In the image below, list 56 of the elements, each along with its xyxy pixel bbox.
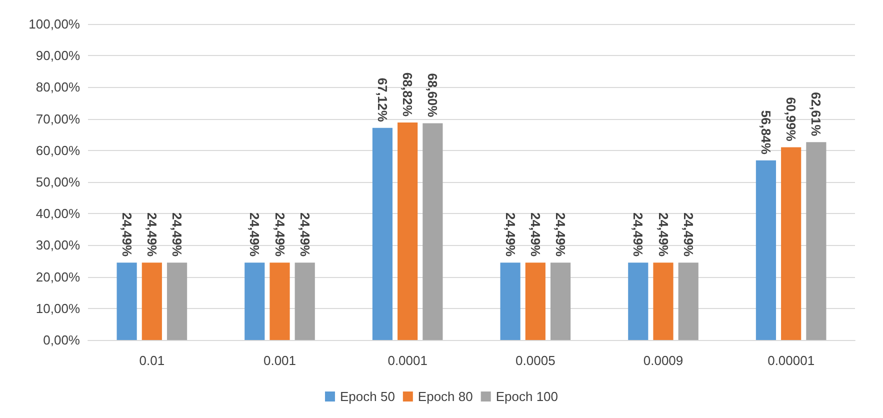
- x-tick-label: 0.01: [139, 353, 165, 368]
- x-tick-label: 0.001: [263, 353, 296, 368]
- y-tick-label: 60,00%: [36, 142, 80, 158]
- y-tick-label: 20,00%: [36, 269, 80, 284]
- bar: [806, 142, 826, 340]
- data-label: 24,49%: [528, 212, 543, 258]
- bar: [500, 262, 520, 340]
- data-label: 24,49%: [680, 212, 696, 258]
- data-label: 24,49%: [502, 212, 518, 258]
- bar: [525, 262, 546, 340]
- legend-label: Epoch 80: [418, 389, 473, 404]
- bar: [550, 262, 571, 340]
- y-tick-label: 70,00%: [36, 111, 80, 126]
- y-tick-label: 30,00%: [36, 238, 80, 253]
- data-label: 24,49%: [630, 212, 646, 258]
- bar: [294, 262, 315, 340]
- bar: [398, 122, 418, 340]
- y-tick-label: 50,00%: [36, 174, 80, 190]
- data-label: 24,49%: [656, 212, 671, 258]
- bar: [422, 123, 443, 340]
- y-tick-label: 100,00%: [28, 16, 80, 32]
- bar: [653, 262, 674, 340]
- data-label: 24,49%: [297, 212, 312, 258]
- data-label: 68,82%: [400, 72, 416, 117]
- data-label: 24,49%: [170, 212, 185, 258]
- data-label: 67,12%: [374, 78, 390, 122]
- bar: [244, 262, 265, 340]
- legend-label: Epoch 50: [340, 389, 395, 404]
- y-tick-label: 10,00%: [36, 300, 80, 316]
- bar: [116, 262, 137, 340]
- bar: [628, 262, 648, 340]
- data-label: 24,49%: [247, 212, 262, 258]
- y-tick-label: 40,00%: [36, 206, 80, 222]
- bar: [756, 160, 776, 340]
- bar: [270, 262, 290, 340]
- data-label: 68,60%: [425, 73, 440, 118]
- bar: [372, 128, 393, 340]
- data-label: 56,84%: [758, 110, 774, 155]
- x-tick-label: 0.0009: [643, 353, 684, 368]
- bar: [781, 147, 802, 340]
- data-label: 62,61%: [808, 92, 824, 137]
- data-label: 24,49%: [553, 212, 568, 258]
- bar: [142, 262, 162, 340]
- bar: [678, 262, 698, 340]
- bar: [166, 262, 188, 340]
- data-label: 24,49%: [272, 212, 288, 258]
- data-label: 60,99%: [784, 97, 799, 142]
- y-tick-label: 90,00%: [36, 48, 80, 64]
- legend-label: Epoch 100: [496, 389, 558, 404]
- y-tick-label: 0,00%: [43, 332, 80, 348]
- data-label: 24,49%: [119, 212, 134, 258]
- x-tick-label: 0.0005: [516, 353, 556, 368]
- y-tick-label: 80,00%: [36, 80, 80, 95]
- data-label: 24,49%: [144, 212, 160, 258]
- x-tick-label: 0.0001: [388, 353, 428, 368]
- x-tick-label: 0.00001: [768, 353, 815, 368]
